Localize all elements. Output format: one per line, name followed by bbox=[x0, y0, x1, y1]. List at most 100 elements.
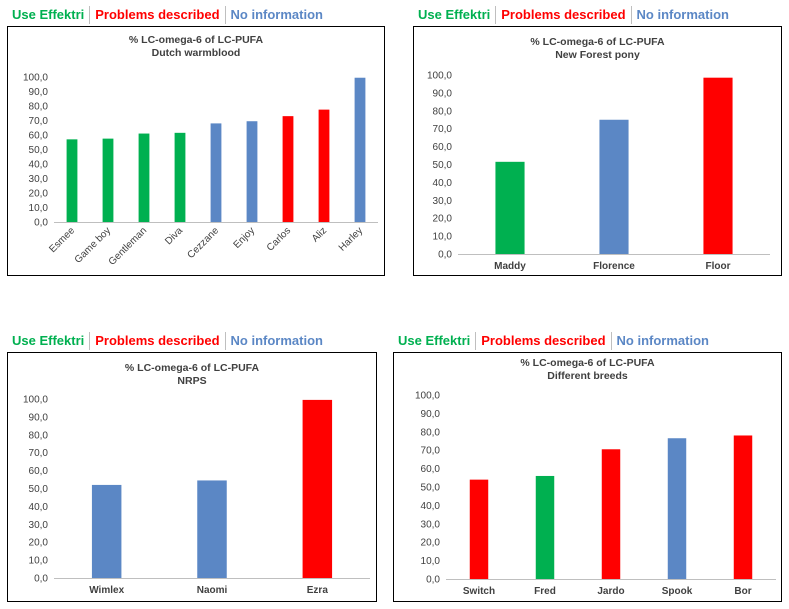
legend-use-effektri: Use Effektri bbox=[398, 333, 471, 348]
chart-frame: % LC-omega-6 of LC-PUFA New Forest pony … bbox=[413, 26, 782, 276]
legend-no-information: No information bbox=[610, 332, 714, 350]
y-tick-label: 0,0 bbox=[426, 575, 440, 586]
bar-diva bbox=[174, 132, 186, 222]
chart-panel-new-forest-pony: Use Effektri Problems described No infor… bbox=[413, 6, 782, 276]
chart-subtitle: NRPS bbox=[177, 375, 207, 387]
legend-problems-described: Problems described bbox=[495, 6, 630, 24]
y-tick-label: 60,0 bbox=[433, 142, 453, 153]
x-tick-label: Diva bbox=[163, 225, 185, 247]
x-tick-label: Florence bbox=[593, 261, 635, 272]
y-tick-label: 80,0 bbox=[29, 430, 49, 441]
chart-title: % LC-omega-6 of LC-PUFA bbox=[520, 357, 655, 369]
x-tick-label: Fred bbox=[534, 586, 556, 597]
legend-problems-described: Problems described bbox=[475, 332, 610, 350]
legend-problems-described: Problems described bbox=[89, 6, 224, 24]
x-tick-label: Gentleman bbox=[107, 225, 149, 267]
y-tick-label: 50,0 bbox=[29, 484, 49, 495]
bar-harley bbox=[354, 77, 366, 222]
bar-bor bbox=[733, 435, 753, 579]
x-tick-label: Cezzane bbox=[185, 225, 221, 261]
legend-no-information: No information bbox=[224, 6, 328, 24]
legend-use-effektri: Use Effektri bbox=[12, 7, 85, 22]
bar-game-boy bbox=[102, 138, 114, 222]
legend-problems-described: Problems described bbox=[89, 332, 224, 350]
y-tick-label: 30,0 bbox=[433, 196, 453, 207]
bar-maddy bbox=[495, 161, 525, 254]
bar-chart: 0,0 10,0 20,0 30,0 40,0 50,0 60,0 70,0 80,0 90,0 1… bbox=[415, 391, 776, 597]
y-tick-label: 20,0 bbox=[433, 214, 453, 225]
y-tick-label: 70,0 bbox=[29, 116, 49, 127]
y-tick-label: 70,0 bbox=[29, 448, 49, 459]
chart-panel-different-breeds: Use Effektri Problems described No infor… bbox=[393, 332, 782, 602]
y-tick-label: 80,0 bbox=[433, 106, 453, 117]
bar-gentleman bbox=[138, 133, 150, 222]
chart-frame: % LC-omega-6 of LC-PUFA Dutch warmblood … bbox=[7, 26, 385, 276]
x-tick-label: Spook bbox=[662, 586, 693, 597]
y-tick-label: 70,0 bbox=[433, 124, 453, 135]
legend-no-information: No information bbox=[630, 6, 734, 24]
legend-no-information: No information bbox=[224, 332, 328, 350]
bar-florence bbox=[599, 119, 629, 254]
x-tick-label: Wimlex bbox=[89, 585, 124, 596]
y-tick-label: 10,0 bbox=[421, 556, 441, 567]
bar-esmee bbox=[66, 139, 78, 222]
legend-use-effektri: Use Effektri bbox=[12, 333, 85, 348]
chart-frame: % LC-omega-6 of LC-PUFA Different breeds… bbox=[393, 352, 782, 602]
y-tick-label: 60,0 bbox=[29, 466, 49, 477]
bar-switch bbox=[469, 479, 489, 579]
bar-fred bbox=[535, 475, 555, 579]
bar-chart: 0,0 10,0 20,0 30,0 40,0 50,0 60,0 70,0 80,0 90,0 1… bbox=[23, 395, 370, 596]
y-tick-label: 70,0 bbox=[421, 446, 441, 457]
x-tick-label: Aliz bbox=[310, 225, 329, 244]
bar-carlos bbox=[282, 116, 294, 222]
x-tick-label: Floor bbox=[706, 261, 731, 272]
y-tick-label: 10,0 bbox=[29, 556, 49, 567]
y-tick-label: 50,0 bbox=[421, 483, 441, 494]
x-tick-label: Switch bbox=[463, 586, 495, 597]
y-tick-label: 100,0 bbox=[415, 391, 440, 402]
legend: Use Effektri Problems described No infor… bbox=[7, 332, 328, 350]
y-tick-label: 50,0 bbox=[433, 160, 453, 171]
chart-panel-dutch-warmblood: Use Effektri Problems described No infor… bbox=[7, 6, 385, 276]
bar-chart: 0,0 10,0 20,0 30,0 40,0 50,0 60,0 70,0 80,0 90,0 1… bbox=[427, 71, 770, 272]
bar-floor bbox=[703, 77, 733, 254]
y-tick-label: 40,0 bbox=[29, 502, 49, 513]
y-tick-label: 0,0 bbox=[438, 250, 452, 261]
y-tick-label: 40,0 bbox=[421, 501, 441, 512]
y-tick-label: 60,0 bbox=[421, 464, 441, 475]
y-tick-label: 100,0 bbox=[23, 73, 48, 84]
x-tick-label: Ezra bbox=[307, 585, 329, 596]
y-tick-label: 90,0 bbox=[29, 412, 49, 423]
bar-naomi bbox=[197, 480, 227, 578]
chart-title: % LC-omega-6 of LC-PUFA bbox=[128, 34, 264, 46]
chart-panel-nrps: Use Effektri Problems described No infor… bbox=[7, 332, 377, 602]
chart-title: % LC-omega-6 of LC-PUFA bbox=[530, 36, 665, 48]
bar-aliz bbox=[318, 109, 330, 222]
x-tick-label: Jardo bbox=[597, 586, 624, 597]
y-tick-label: 100,0 bbox=[23, 395, 48, 406]
y-tick-label: 30,0 bbox=[421, 519, 441, 530]
chart-subtitle: Dutch warmblood bbox=[151, 47, 241, 59]
legend: Use Effektri Problems described No infor… bbox=[7, 6, 328, 24]
y-tick-label: 90,0 bbox=[29, 87, 49, 98]
y-tick-label: 80,0 bbox=[421, 427, 441, 438]
bar-chart: 0,0 10,0 20,0 30,0 40,0 50,0 60,0 70,0 80,0 90,0 1… bbox=[23, 73, 378, 268]
bar-enjoy bbox=[246, 121, 258, 222]
bar-cezzane bbox=[210, 123, 222, 222]
y-tick-label: 30,0 bbox=[29, 174, 49, 185]
x-tick-label: Esmee bbox=[47, 225, 77, 255]
legend: Use Effektri Problems described No infor… bbox=[413, 6, 734, 24]
chart-subtitle: Different breeds bbox=[547, 370, 628, 382]
bar-spook bbox=[667, 438, 687, 579]
x-tick-label: Maddy bbox=[494, 261, 526, 272]
y-tick-label: 0,0 bbox=[34, 574, 48, 585]
y-tick-label: 90,0 bbox=[433, 88, 453, 99]
bar-wimlex bbox=[91, 484, 122, 578]
x-tick-label: Carlos bbox=[265, 225, 293, 253]
bar-jardo bbox=[601, 449, 621, 579]
legend: Use Effektri Problems described No infor… bbox=[393, 332, 714, 350]
y-tick-label: 20,0 bbox=[29, 538, 49, 549]
y-tick-label: 10,0 bbox=[433, 232, 453, 243]
chart-frame: % LC-omega-6 of LC-PUFA NRPS 0,0 10,0 20,0… bbox=[7, 352, 377, 602]
x-tick-label: Naomi bbox=[197, 585, 228, 596]
